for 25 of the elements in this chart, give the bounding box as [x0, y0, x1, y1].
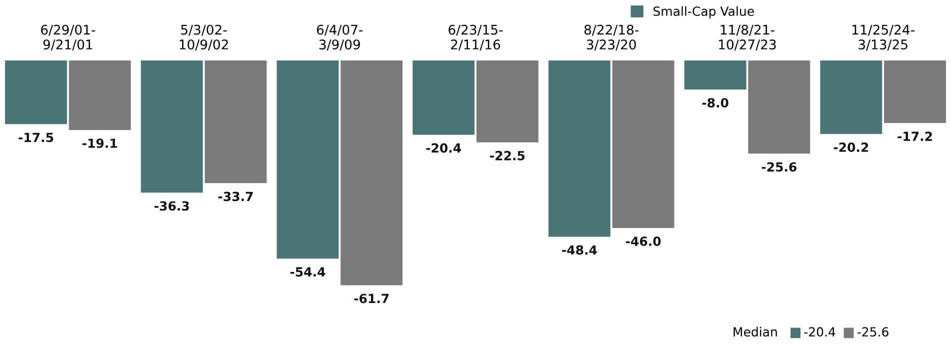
text: Median	[734, 326, 777, 337]
data-label: -48.4	[562, 245, 597, 255]
data-label: -25.6	[762, 162, 796, 172]
x-tick-label: 6/23/15- 2/11/16	[448, 24, 503, 51]
data-label: -33.7	[218, 192, 253, 202]
data-label: -20.2	[834, 142, 868, 152]
x-tick-label: 11/8/21- 10/27/23	[719, 24, 776, 51]
data-label: -61.7	[354, 294, 389, 304]
data-label: -20.4	[426, 143, 462, 153]
x-tick-label: 6/4/07- 3/9/09	[316, 24, 363, 51]
data-label: -46.0	[626, 236, 661, 246]
x-tick-label: 6/29/01- 9/21/01	[41, 24, 96, 51]
x-tick-label: 11/25/24- 3/13/25	[852, 24, 914, 51]
data-label: -17.5	[18, 132, 54, 142]
x-tick-label: 8/22/18- 3/23/20	[584, 24, 639, 51]
text: -20.4	[804, 327, 836, 337]
data-label: -36.3	[154, 201, 189, 211]
x-tick-label: 5/3/02- 10/9/02	[180, 24, 228, 51]
data-label: -19.1	[82, 138, 118, 148]
data-label: -8.0	[702, 98, 728, 108]
data-label: -54.4	[290, 267, 326, 277]
data-label: -17.2	[898, 132, 932, 141]
legend-label: Small-Cap Value	[654, 6, 754, 18]
data-label: -22.5	[490, 150, 525, 160]
text: -25.6	[857, 327, 888, 337]
